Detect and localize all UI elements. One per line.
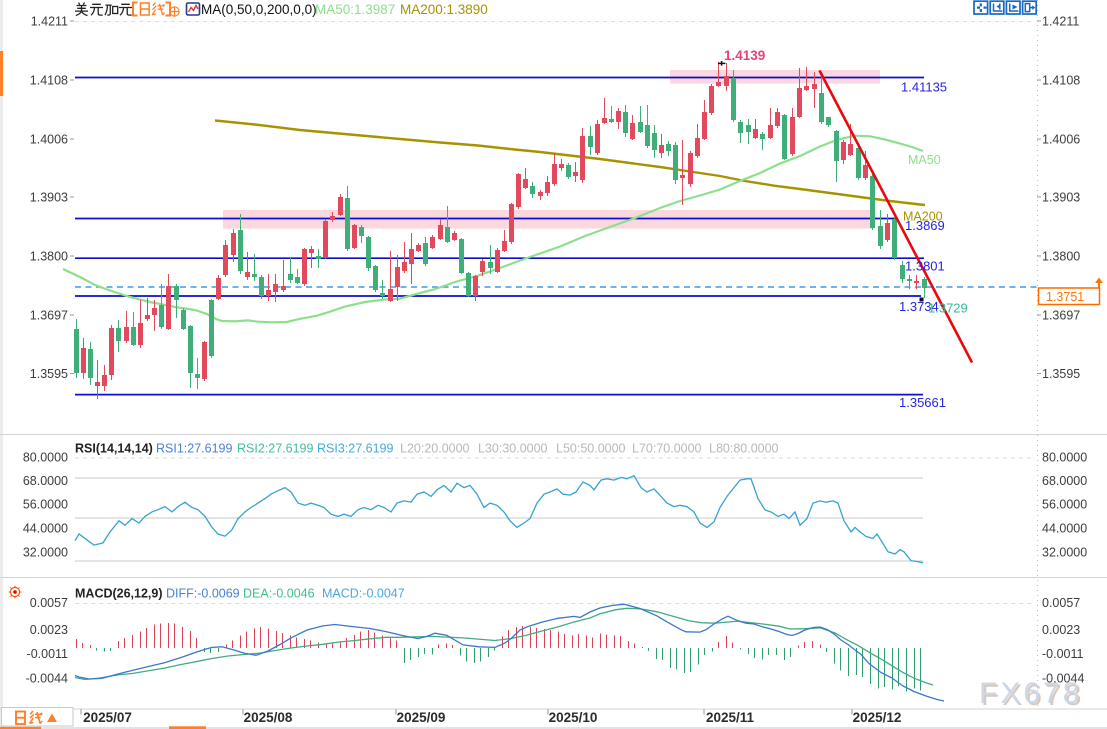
svg-text:44.0000: 44.0000 bbox=[23, 522, 68, 536]
svg-text:1.3800: 1.3800 bbox=[30, 250, 68, 264]
svg-text:-0.0011: -0.0011 bbox=[27, 647, 69, 661]
svg-text:2025/10: 2025/10 bbox=[549, 710, 598, 725]
svg-text:0.0023: 0.0023 bbox=[30, 623, 68, 637]
svg-text:RSI3:27.6199: RSI3:27.6199 bbox=[317, 442, 393, 456]
svg-text:MA200:1.3890: MA200:1.3890 bbox=[400, 2, 488, 17]
svg-text:1.4108: 1.4108 bbox=[1042, 74, 1080, 88]
svg-text:1.41135: 1.41135 bbox=[901, 80, 947, 95]
svg-text:-0.0044: -0.0044 bbox=[26, 672, 68, 686]
svg-text:1.4006: 1.4006 bbox=[1042, 133, 1080, 147]
svg-text:DIFF:-0.0069: DIFF:-0.0069 bbox=[166, 587, 240, 601]
svg-text:RSI2:27.6199: RSI2:27.6199 bbox=[237, 442, 313, 456]
svg-text:44.0000: 44.0000 bbox=[1042, 522, 1087, 536]
svg-text:RSI1:27.6199: RSI1:27.6199 bbox=[156, 442, 232, 456]
svg-text:1.4139: 1.4139 bbox=[724, 48, 765, 63]
svg-text:FX678: FX678 bbox=[979, 677, 1082, 710]
svg-text:MACD:-0.0047: MACD:-0.0047 bbox=[322, 587, 405, 601]
svg-text:80.0000: 80.0000 bbox=[23, 451, 68, 465]
svg-text:2025/12: 2025/12 bbox=[853, 710, 902, 725]
svg-text:MA50:1.3987: MA50:1.3987 bbox=[315, 2, 395, 17]
svg-text:MA(0,50,0,200,0,0): MA(0,50,0,200,0,0) bbox=[201, 2, 317, 17]
svg-text:1.3800: 1.3800 bbox=[1042, 250, 1080, 264]
svg-text:2025/07: 2025/07 bbox=[83, 710, 132, 725]
svg-text:2025/11: 2025/11 bbox=[706, 710, 755, 725]
svg-text:1.3869: 1.3869 bbox=[905, 218, 945, 233]
svg-text:1.3903: 1.3903 bbox=[1042, 191, 1080, 205]
svg-text:MA50: MA50 bbox=[908, 153, 941, 167]
svg-text:80.0000: 80.0000 bbox=[1042, 451, 1087, 465]
svg-text:1.3734: 1.3734 bbox=[899, 299, 939, 314]
svg-text:-0.0044: -0.0044 bbox=[1042, 672, 1084, 686]
svg-text:1.4108: 1.4108 bbox=[30, 74, 68, 88]
svg-text:2025/08: 2025/08 bbox=[244, 710, 293, 725]
svg-text:FX678: FX678 bbox=[981, 679, 1084, 712]
svg-text:L30:30.0000: L30:30.0000 bbox=[478, 442, 548, 456]
svg-text:0.0023: 0.0023 bbox=[1042, 623, 1080, 637]
svg-text:0.0057: 0.0057 bbox=[30, 596, 68, 610]
svg-text:L20:20.0000: L20:20.0000 bbox=[400, 442, 470, 456]
svg-text:68.0000: 68.0000 bbox=[23, 474, 68, 488]
svg-text:L70:70.0000: L70:70.0000 bbox=[632, 442, 702, 456]
svg-text:MA200: MA200 bbox=[903, 210, 943, 224]
svg-text:1.3751: 1.3751 bbox=[1046, 290, 1084, 304]
svg-text:1.3801: 1.3801 bbox=[905, 259, 945, 274]
svg-text:68.0000: 68.0000 bbox=[1042, 474, 1087, 488]
svg-text:1.3697: 1.3697 bbox=[1042, 309, 1080, 323]
svg-text:L80:80.0000: L80:80.0000 bbox=[709, 442, 779, 456]
svg-text:1.3697: 1.3697 bbox=[30, 309, 68, 323]
svg-text:1.4211: 1.4211 bbox=[1042, 15, 1079, 29]
svg-text:DEA:-0.0046: DEA:-0.0046 bbox=[243, 587, 315, 601]
svg-text:0.0057: 0.0057 bbox=[1042, 596, 1080, 610]
svg-text:2025/09: 2025/09 bbox=[397, 710, 446, 725]
svg-text:32.0000: 32.0000 bbox=[23, 546, 68, 560]
svg-text:1.35661: 1.35661 bbox=[899, 395, 946, 410]
svg-text:1.3729: 1.3729 bbox=[928, 301, 968, 316]
svg-text:-0.0011: -0.0011 bbox=[1042, 647, 1084, 661]
svg-text:1.3595: 1.3595 bbox=[1042, 367, 1080, 381]
svg-text:32.0000: 32.0000 bbox=[1042, 546, 1087, 560]
svg-text:56.0000: 56.0000 bbox=[1042, 498, 1087, 512]
svg-text:L50:50.0000: L50:50.0000 bbox=[556, 442, 626, 456]
svg-text:56.0000: 56.0000 bbox=[23, 498, 68, 512]
svg-text:1.3595: 1.3595 bbox=[30, 367, 68, 381]
svg-text:1.4211: 1.4211 bbox=[31, 15, 68, 29]
svg-text:MACD(26,12,9): MACD(26,12,9) bbox=[75, 587, 163, 601]
svg-text:RSI(14,14,14): RSI(14,14,14) bbox=[75, 442, 153, 456]
svg-text:1.4006: 1.4006 bbox=[30, 133, 68, 147]
svg-text:1.3903: 1.3903 bbox=[30, 191, 68, 205]
